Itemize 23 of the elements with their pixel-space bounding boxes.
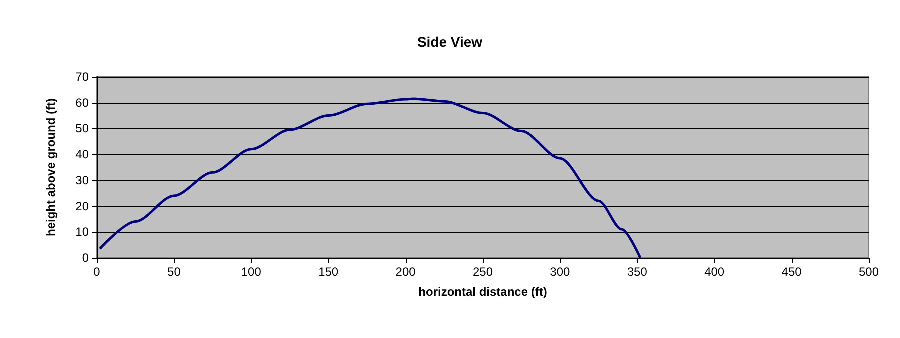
x-tick-label: 400 <box>704 265 725 279</box>
x-tick-label: 500 <box>858 265 880 279</box>
x-tick-label: 150 <box>318 265 339 279</box>
y-tick-label: 10 <box>76 225 90 240</box>
x-tick-label: 450 <box>782 265 802 279</box>
line-series <box>98 98 642 260</box>
x-tick-label: 200 <box>396 265 416 279</box>
x-tick-label: 0 <box>94 265 101 279</box>
y-tick-label: 70 <box>76 70 90 84</box>
x-tick-label: 50 <box>168 265 182 279</box>
y-tick-label: 0 <box>82 251 90 265</box>
chart-title: Side View <box>417 34 483 50</box>
x-tick-label: 250 <box>472 265 494 279</box>
x-axis-title: horizontal distance (ft) <box>418 285 548 299</box>
y-tick-label: 20 <box>76 199 90 214</box>
x-tick-label: 350 <box>627 265 648 279</box>
x-tick-label: 100 <box>241 265 262 279</box>
y-axis-title: height above ground (ft) <box>44 98 58 236</box>
y-tick-label: 30 <box>76 173 90 188</box>
y-tick-label: 40 <box>76 148 90 162</box>
y-tick-label: 60 <box>76 96 90 110</box>
x-tick-label: 300 <box>550 265 571 279</box>
y-tick-label: 50 <box>76 122 90 136</box>
